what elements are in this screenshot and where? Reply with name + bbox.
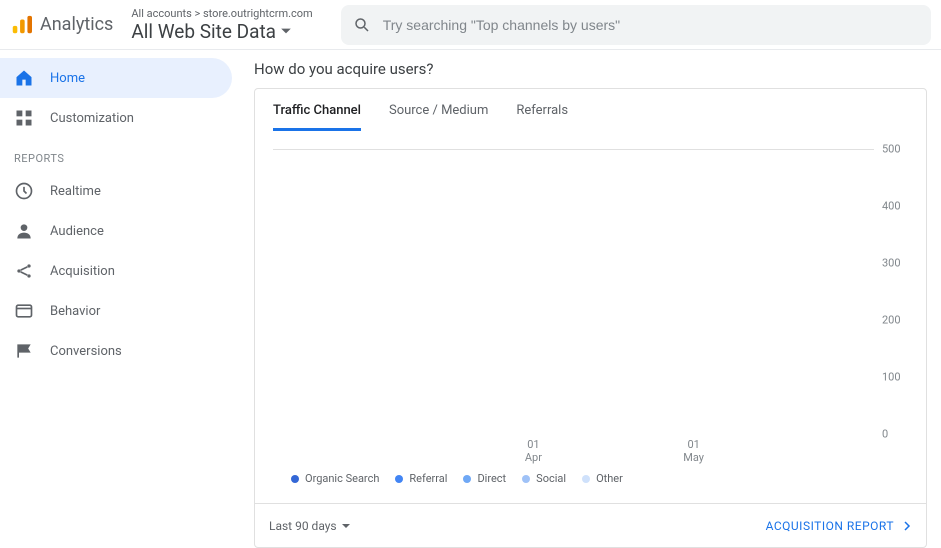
date-range-selector[interactable]: Last 90 days [269, 519, 351, 533]
sidebar-item-realtime[interactable]: Realtime [0, 171, 232, 211]
audience-icon [14, 221, 34, 241]
x-tick [754, 438, 794, 464]
search-icon [353, 16, 371, 34]
y-tick: 400 [882, 200, 901, 213]
sidebar: Home Customization REPORTS Realtime Audien… [0, 50, 240, 537]
y-tick: 300 [882, 257, 901, 270]
global-search[interactable] [341, 5, 931, 45]
acquisition-icon [14, 261, 34, 281]
legend-item-other: Other [582, 472, 623, 485]
x-tick [273, 438, 313, 464]
legend-label: Organic Search [305, 472, 379, 485]
x-tick [634, 438, 674, 464]
chevron-right-icon [902, 521, 912, 531]
chevron-down-icon [280, 25, 292, 37]
legend-dot-icon [463, 475, 471, 483]
analytics-logo-icon [10, 14, 32, 36]
x-tick [433, 438, 473, 464]
x-tick [714, 438, 754, 464]
acquisition-report-link[interactable]: ACQUISITION REPORT [766, 519, 912, 533]
tab-source-medium[interactable]: Source / Medium [389, 89, 488, 131]
view-selector[interactable]: All Web Site Data [131, 20, 312, 43]
sidebar-item-behavior[interactable]: Behavior [0, 291, 232, 331]
y-tick: 200 [882, 314, 901, 327]
legend-dot-icon [582, 475, 590, 483]
sidebar-item-label: Customization [50, 111, 134, 126]
x-tick [553, 438, 593, 464]
y-tick: 0 [882, 428, 888, 441]
legend-label: Direct [477, 472, 506, 485]
sidebar-item-label: Home [50, 71, 85, 86]
legend-dot-icon [395, 475, 403, 483]
legend-item-referral: Referral [395, 472, 447, 485]
home-icon [14, 68, 34, 88]
acquisition-card: Traffic ChannelSource / MediumReferrals … [254, 88, 927, 548]
chevron-down-icon [341, 521, 351, 531]
legend-label: Referral [409, 472, 447, 485]
search-input[interactable] [383, 17, 919, 33]
legend-label: Social [536, 472, 566, 485]
legend-item-social: Social [522, 472, 566, 485]
account-breadcrumb[interactable]: All accounts > store.outrightcrm.com [131, 7, 312, 20]
legend-item-direct: Direct [463, 472, 506, 485]
sidebar-item-label: Audience [50, 224, 104, 239]
chart-legend: Organic Search Referral Direct Social Other [273, 464, 914, 499]
behavior-icon [14, 301, 34, 321]
x-tick [313, 438, 353, 464]
x-tick [393, 438, 433, 464]
y-tick: 100 [882, 371, 901, 384]
sidebar-item-label: Realtime [50, 184, 101, 199]
legend-dot-icon [291, 475, 299, 483]
x-axis: 01Apr 01May [273, 438, 914, 464]
realtime-icon [14, 181, 34, 201]
customization-icon [14, 108, 34, 128]
legend-dot-icon [522, 475, 530, 483]
x-tick [594, 438, 634, 464]
legend-label: Other [596, 472, 623, 485]
sidebar-reports-label: REPORTS [0, 138, 240, 171]
conversions-icon [14, 341, 34, 361]
chart-plot [273, 149, 874, 434]
sidebar-item-home[interactable]: Home [0, 58, 232, 98]
x-tick [473, 438, 513, 464]
date-range-label: Last 90 days [269, 519, 337, 533]
product-name: Analytics [40, 14, 113, 35]
sidebar-item-label: Behavior [50, 304, 100, 319]
sidebar-item-label: Acquisition [50, 264, 115, 279]
view-selector-label: All Web Site Data [131, 20, 276, 43]
x-tick [353, 438, 393, 464]
sidebar-item-label: Conversions [50, 344, 122, 359]
y-tick: 500 [882, 143, 901, 156]
x-tick [794, 438, 834, 464]
tab-referrals[interactable]: Referrals [516, 89, 568, 131]
y-axis: 0100200300400500 [874, 149, 914, 434]
sidebar-item-customization[interactable]: Customization [0, 98, 232, 138]
report-link-label: ACQUISITION REPORT [766, 519, 894, 533]
sidebar-item-conversions[interactable]: Conversions [0, 331, 232, 371]
x-tick: 01May [674, 438, 714, 464]
x-tick [834, 438, 874, 464]
product-logo[interactable]: Analytics [10, 14, 113, 36]
legend-item-organic_search: Organic Search [291, 472, 379, 485]
card-tabs: Traffic Channel Source / Medium Referrals [255, 89, 926, 131]
tab-traffic-channel[interactable]: Traffic Channel [273, 89, 361, 131]
sidebar-item-acquisition[interactable]: Acquisition [0, 251, 232, 291]
x-tick: 01Apr [513, 438, 553, 464]
section-heading: How do you acquire users? [254, 60, 927, 78]
sidebar-item-audience[interactable]: Audience [0, 211, 232, 251]
